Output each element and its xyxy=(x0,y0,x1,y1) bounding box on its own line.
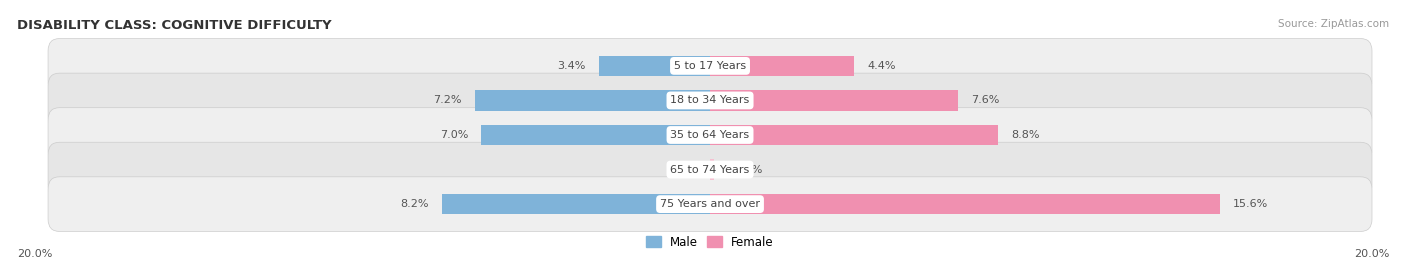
Text: 65 to 74 Years: 65 to 74 Years xyxy=(671,164,749,175)
Bar xyxy=(481,125,710,145)
Text: 7.6%: 7.6% xyxy=(972,95,1000,106)
FancyBboxPatch shape xyxy=(48,142,1372,197)
Text: 8.8%: 8.8% xyxy=(1011,130,1039,140)
Text: 5 to 17 Years: 5 to 17 Years xyxy=(673,61,747,71)
Bar xyxy=(599,56,710,76)
Text: 7.0%: 7.0% xyxy=(440,130,468,140)
Legend: Male, Female: Male, Female xyxy=(641,231,779,254)
Text: Source: ZipAtlas.com: Source: ZipAtlas.com xyxy=(1278,19,1389,29)
FancyBboxPatch shape xyxy=(48,39,1372,93)
Bar xyxy=(710,125,998,145)
Bar xyxy=(710,56,853,76)
Text: 4.4%: 4.4% xyxy=(868,61,896,71)
Text: 35 to 64 Years: 35 to 64 Years xyxy=(671,130,749,140)
Text: 18 to 34 Years: 18 to 34 Years xyxy=(671,95,749,106)
Text: 7.2%: 7.2% xyxy=(433,95,461,106)
Text: 0.12%: 0.12% xyxy=(727,164,762,175)
Text: 15.6%: 15.6% xyxy=(1233,199,1268,209)
Bar xyxy=(710,159,714,180)
Text: DISABILITY CLASS: COGNITIVE DIFFICULTY: DISABILITY CLASS: COGNITIVE DIFFICULTY xyxy=(17,19,332,32)
Text: 0.0%: 0.0% xyxy=(669,164,697,175)
FancyBboxPatch shape xyxy=(48,73,1372,128)
Text: 8.2%: 8.2% xyxy=(401,199,429,209)
FancyBboxPatch shape xyxy=(48,177,1372,231)
Bar xyxy=(441,194,710,214)
Bar xyxy=(475,90,710,111)
Text: 3.4%: 3.4% xyxy=(557,61,586,71)
Text: 20.0%: 20.0% xyxy=(1354,249,1389,259)
FancyBboxPatch shape xyxy=(48,108,1372,162)
Bar xyxy=(710,194,1220,214)
Bar xyxy=(710,90,959,111)
Text: 75 Years and over: 75 Years and over xyxy=(659,199,761,209)
Text: 20.0%: 20.0% xyxy=(17,249,52,259)
